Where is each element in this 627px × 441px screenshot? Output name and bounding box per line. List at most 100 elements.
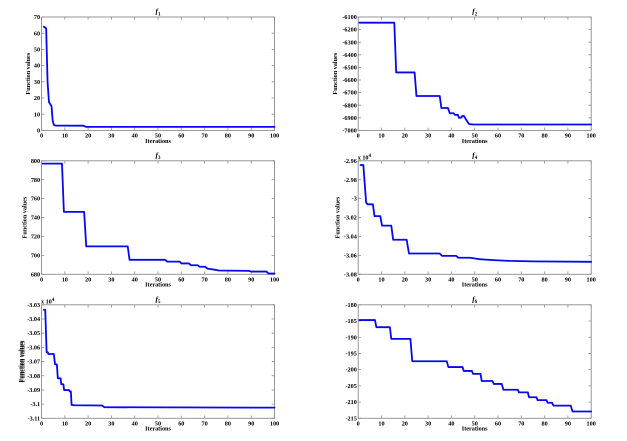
svg-text:20: 20 — [402, 421, 408, 428]
svg-text:50: 50 — [34, 46, 40, 53]
svg-text:20: 20 — [85, 133, 91, 140]
svg-text:f1: f1 — [156, 7, 161, 18]
svg-text:-2.98: -2.98 — [344, 177, 357, 184]
svg-text:70: 70 — [518, 277, 524, 284]
svg-text:Iterations: Iterations — [462, 282, 488, 289]
svg-text:-7000: -7000 — [342, 127, 356, 134]
svg-text:-200: -200 — [345, 367, 356, 374]
svg-text:Function values: Function values — [20, 340, 27, 382]
svg-text:0: 0 — [357, 421, 360, 428]
svg-text:-3.04: -3.04 — [27, 316, 40, 323]
svg-text:0: 0 — [357, 277, 360, 284]
svg-text:10: 10 — [378, 277, 384, 284]
svg-text:Function values: Function values — [332, 52, 339, 94]
svg-text:40: 40 — [448, 133, 454, 140]
svg-text:-195: -195 — [345, 350, 356, 357]
svg-text:10: 10 — [378, 133, 384, 140]
svg-text:0: 0 — [37, 127, 40, 134]
svg-text:30: 30 — [425, 421, 431, 428]
svg-text:80: 80 — [542, 133, 548, 140]
svg-text:-6700: -6700 — [342, 90, 356, 97]
svg-text:60: 60 — [495, 277, 501, 284]
svg-text:Function values: Function values — [335, 196, 342, 238]
svg-text:70: 70 — [202, 421, 208, 428]
svg-text:760: 760 — [31, 196, 40, 203]
svg-text:60: 60 — [178, 421, 184, 428]
svg-text:40: 40 — [132, 133, 138, 140]
svg-text:-6400: -6400 — [342, 52, 356, 59]
svg-text:f3: f3 — [156, 151, 161, 162]
svg-text:-3.06: -3.06 — [27, 344, 40, 351]
svg-text:30: 30 — [425, 277, 431, 284]
svg-text:60: 60 — [495, 133, 501, 140]
svg-text:30: 30 — [425, 133, 431, 140]
svg-text:-205: -205 — [345, 383, 356, 390]
svg-text:50: 50 — [155, 133, 161, 140]
svg-text:f6: f6 — [472, 295, 477, 306]
svg-text:-6100: -6100 — [342, 14, 356, 21]
svg-text:50: 50 — [155, 421, 161, 428]
svg-text:-3.08: -3.08 — [27, 373, 40, 380]
svg-text:40: 40 — [132, 421, 138, 428]
svg-text:0: 0 — [40, 277, 43, 284]
svg-text:-3.1: -3.1 — [30, 401, 40, 408]
svg-text:10: 10 — [62, 133, 68, 140]
svg-text:-215: -215 — [345, 415, 356, 422]
svg-text:-6200: -6200 — [342, 27, 356, 34]
svg-text:60: 60 — [178, 277, 184, 284]
svg-text:-6600: -6600 — [342, 77, 356, 84]
svg-text:-210: -210 — [345, 399, 356, 406]
svg-text:800: 800 — [31, 158, 40, 165]
svg-text:-3.07: -3.07 — [27, 359, 40, 366]
svg-text:70: 70 — [34, 14, 40, 21]
svg-text:-3: -3 — [352, 196, 357, 203]
svg-text:90: 90 — [248, 133, 254, 140]
svg-text:-3.08: -3.08 — [344, 271, 357, 278]
svg-text:Function values: Function values — [22, 196, 29, 238]
svg-text:-6800: -6800 — [342, 102, 356, 109]
svg-text:60: 60 — [178, 133, 184, 140]
svg-text:Iterations: Iterations — [145, 282, 171, 289]
svg-text:30: 30 — [108, 421, 114, 428]
svg-text:-3.06: -3.06 — [344, 252, 357, 259]
svg-text:10: 10 — [378, 421, 384, 428]
svg-text:70: 70 — [202, 133, 208, 140]
svg-text:30: 30 — [108, 277, 114, 284]
svg-text:50: 50 — [472, 133, 478, 140]
svg-text:0: 0 — [40, 133, 43, 140]
svg-text:10: 10 — [34, 111, 40, 118]
svg-text:-6900: -6900 — [342, 115, 356, 122]
svg-text:70: 70 — [518, 421, 524, 428]
svg-text:x 104: x 104 — [358, 154, 372, 162]
svg-text:20: 20 — [34, 95, 40, 102]
svg-text:780: 780 — [31, 177, 40, 184]
svg-text:80: 80 — [225, 421, 231, 428]
svg-text:Iterations: Iterations — [462, 426, 488, 433]
svg-text:20: 20 — [402, 133, 408, 140]
svg-text:-185: -185 — [345, 318, 356, 325]
svg-text:680: 680 — [31, 271, 40, 278]
svg-text:40: 40 — [34, 63, 40, 70]
svg-text:100: 100 — [270, 421, 279, 428]
svg-text:100: 100 — [587, 421, 596, 428]
svg-text:f4: f4 — [472, 151, 477, 162]
svg-text:30: 30 — [34, 79, 40, 86]
svg-text:70: 70 — [518, 133, 524, 140]
svg-text:-6300: -6300 — [342, 39, 356, 46]
svg-text:90: 90 — [248, 277, 254, 284]
svg-text:50: 50 — [472, 421, 478, 428]
svg-text:80: 80 — [225, 133, 231, 140]
svg-text:40: 40 — [132, 277, 138, 284]
svg-text:-3.11: -3.11 — [28, 415, 41, 422]
svg-text:10: 10 — [62, 277, 68, 284]
svg-text:40: 40 — [448, 421, 454, 428]
svg-text:60: 60 — [495, 421, 501, 428]
svg-text:90: 90 — [565, 277, 571, 284]
svg-text:-6500: -6500 — [342, 64, 356, 71]
svg-text:x 104: x 104 — [41, 298, 55, 306]
svg-text:90: 90 — [565, 133, 571, 140]
svg-text:-2.96: -2.96 — [344, 158, 357, 165]
svg-text:f2: f2 — [472, 7, 477, 18]
svg-text:-3.02: -3.02 — [344, 215, 357, 222]
svg-text:40: 40 — [448, 277, 454, 284]
